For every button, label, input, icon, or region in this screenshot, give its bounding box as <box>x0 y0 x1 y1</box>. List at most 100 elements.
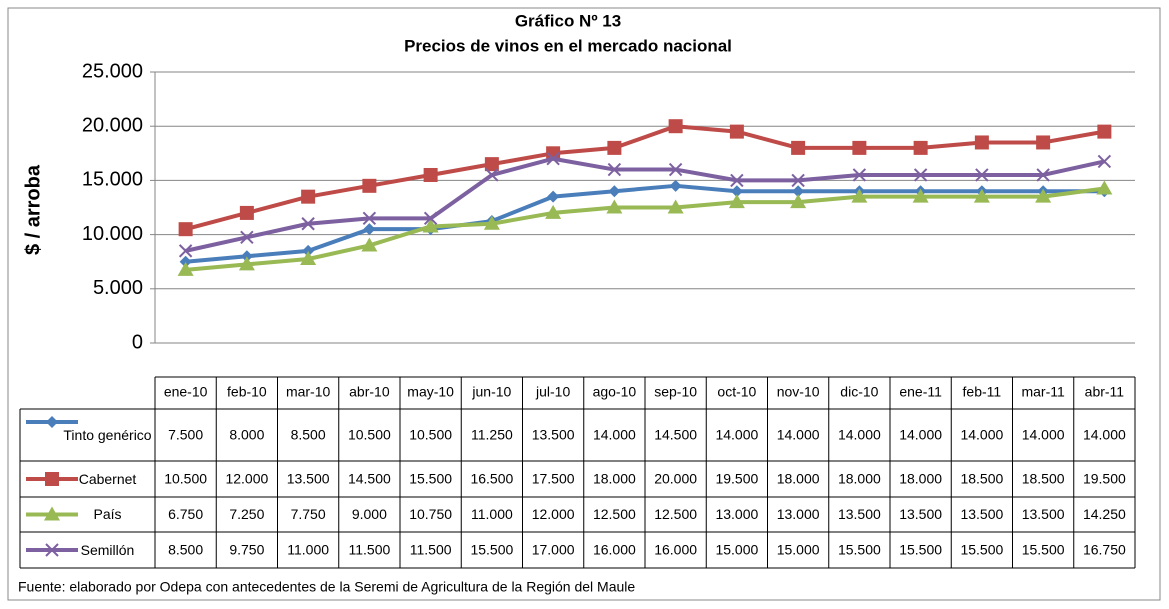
marker <box>1036 135 1051 150</box>
marker <box>608 185 621 198</box>
table-value: 11.000 <box>471 506 513 522</box>
legend-label-box: Cabernet <box>79 471 137 487</box>
marker <box>238 256 255 271</box>
x-tick-label: nov-10 <box>777 384 820 400</box>
table-value: 8.000 <box>229 427 264 443</box>
series-markers <box>177 180 1113 276</box>
marker <box>422 218 439 233</box>
table-value: 19.500 <box>1083 471 1126 487</box>
marker <box>791 173 805 188</box>
table-value: 13.500 <box>532 427 575 443</box>
table-value: 14.000 <box>960 427 1003 443</box>
marker <box>239 205 254 220</box>
marker <box>668 162 683 177</box>
table-value: 13.500 <box>960 506 1003 522</box>
table-value: 15.000 <box>777 542 820 558</box>
table-value: 8.500 <box>168 542 203 558</box>
marker <box>1097 124 1112 139</box>
marker <box>240 250 253 263</box>
marker <box>361 237 378 252</box>
marker <box>1097 154 1112 169</box>
table-value: 13.000 <box>777 506 820 522</box>
table-value: 14.000 <box>899 427 942 443</box>
table-value: 18.500 <box>1022 471 1065 487</box>
marker <box>790 194 807 209</box>
table-value: 15.500 <box>838 542 881 558</box>
marker <box>1036 168 1050 182</box>
table-value: 15.000 <box>715 542 758 558</box>
table-value: 9.750 <box>229 542 264 558</box>
marker <box>45 543 59 557</box>
marker <box>45 472 59 486</box>
table-value: 18.000 <box>899 471 942 487</box>
table-value: 7.500 <box>168 427 203 443</box>
table-value: 10.500 <box>348 427 391 443</box>
table-value: 14.500 <box>348 471 391 487</box>
marker <box>178 222 193 237</box>
table-value: 14.000 <box>1083 427 1126 443</box>
series-line <box>185 124 1105 232</box>
source-note: Fuente: elaborado por Odepa con antecede… <box>18 579 635 595</box>
table-value: 18.000 <box>593 471 636 487</box>
marker <box>301 189 316 204</box>
series-markers <box>178 119 1112 237</box>
series-line <box>185 156 1105 253</box>
y-axis-label: $ / arroba <box>22 164 44 255</box>
table-value: 8.500 <box>291 427 326 443</box>
marker <box>730 173 744 188</box>
marker <box>46 416 58 428</box>
table-value: 13.500 <box>1022 506 1065 522</box>
table-value: 14.000 <box>593 427 636 443</box>
marker <box>1096 180 1113 195</box>
x-tick-label: mar-10 <box>286 384 331 400</box>
marker <box>300 250 317 265</box>
y-tick-label: 20.000 <box>82 114 143 136</box>
marker <box>851 188 868 203</box>
marker <box>546 146 561 161</box>
marker <box>302 244 315 257</box>
table-value: 6.750 <box>168 506 203 522</box>
table-value: 16.750 <box>1083 542 1126 558</box>
table-value: 10.500 <box>164 471 207 487</box>
table-value: 7.750 <box>291 506 326 522</box>
marker <box>1035 188 1052 203</box>
marker <box>423 167 438 182</box>
table-value: 10.500 <box>409 427 452 443</box>
marker <box>177 261 194 276</box>
table-value: 13.500 <box>838 506 881 522</box>
table-value: 12.000 <box>225 471 268 487</box>
x-tick-label: abr-10 <box>349 384 390 400</box>
table-value: 12.500 <box>654 506 697 522</box>
table-value: 14.000 <box>838 427 881 443</box>
table-value: 18.000 <box>777 471 820 487</box>
marker <box>362 178 377 193</box>
table-value: 13.000 <box>715 506 758 522</box>
y-tick-label: 5.000 <box>93 277 143 299</box>
marker <box>913 168 928 182</box>
marker <box>729 124 744 139</box>
table-value: 15.500 <box>470 542 513 558</box>
x-tick-label: dic-10 <box>840 384 878 400</box>
x-tick-label: mar-11 <box>1021 384 1065 400</box>
legend-label-box: Semillón <box>80 541 135 558</box>
marker <box>362 211 377 226</box>
marker <box>607 162 622 177</box>
table-value: 11.000 <box>287 542 329 558</box>
y-tick-label: 15.000 <box>82 169 143 191</box>
x-tick-label: jul-10 <box>535 384 570 400</box>
table-value: 13.500 <box>287 471 330 487</box>
marker <box>423 211 438 226</box>
marker <box>547 190 560 203</box>
marker <box>668 119 683 134</box>
marker <box>363 223 376 236</box>
legend-label: Semillón <box>80 541 135 558</box>
x-tick-label: may-10 <box>407 384 454 400</box>
marker <box>791 140 806 155</box>
table-value: 12.500 <box>593 506 636 522</box>
marker <box>669 179 682 192</box>
table-value: 17.500 <box>532 471 575 487</box>
marker <box>974 135 989 150</box>
marker <box>179 255 192 268</box>
x-tick-label: abr-11 <box>1085 384 1125 400</box>
